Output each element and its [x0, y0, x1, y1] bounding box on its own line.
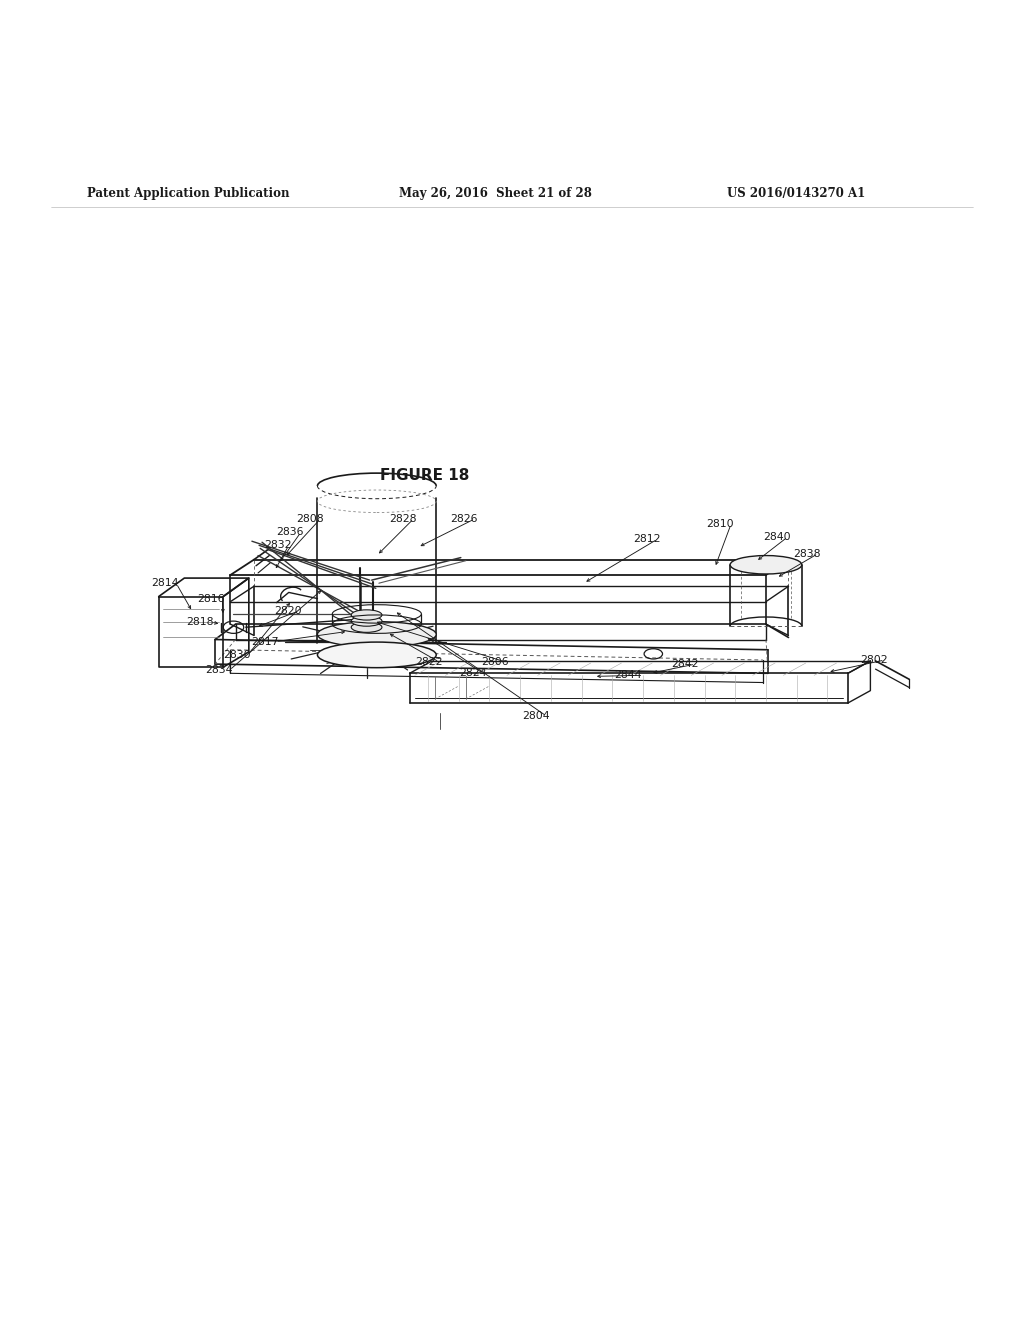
Text: Patent Application Publication: Patent Application Publication — [87, 187, 290, 199]
Text: 2842: 2842 — [671, 659, 698, 669]
Text: 2812: 2812 — [633, 535, 660, 544]
Text: 2824: 2824 — [459, 668, 486, 678]
Ellipse shape — [351, 622, 382, 632]
Text: 2840: 2840 — [763, 532, 791, 543]
Text: 2810: 2810 — [707, 519, 734, 529]
Text: 2828: 2828 — [389, 513, 417, 524]
Text: 2804: 2804 — [522, 711, 550, 721]
Text: 2832: 2832 — [264, 540, 292, 550]
Text: 2802: 2802 — [860, 655, 888, 665]
Text: 2826: 2826 — [451, 513, 478, 524]
Text: 2836: 2836 — [276, 527, 304, 537]
Text: 2814: 2814 — [152, 578, 179, 589]
Text: 2818: 2818 — [186, 618, 214, 627]
Text: 2817: 2817 — [251, 636, 279, 647]
Text: 2834: 2834 — [205, 665, 232, 676]
Ellipse shape — [351, 616, 382, 626]
Text: 2808: 2808 — [296, 513, 324, 524]
Ellipse shape — [317, 622, 436, 647]
Ellipse shape — [317, 642, 436, 668]
Text: 2844: 2844 — [614, 671, 642, 680]
Text: US 2016/0143270 A1: US 2016/0143270 A1 — [727, 187, 865, 199]
Ellipse shape — [730, 556, 802, 574]
Text: May 26, 2016  Sheet 21 of 28: May 26, 2016 Sheet 21 of 28 — [399, 187, 592, 199]
Text: 2838: 2838 — [794, 549, 821, 558]
Text: FIGURE 18: FIGURE 18 — [380, 469, 470, 483]
Text: 2816: 2816 — [198, 594, 225, 603]
Text: 2830: 2830 — [223, 649, 251, 660]
Text: 2822: 2822 — [415, 657, 442, 667]
Ellipse shape — [351, 610, 382, 620]
Text: 2820: 2820 — [274, 606, 302, 616]
Text: 2806: 2806 — [481, 657, 509, 667]
